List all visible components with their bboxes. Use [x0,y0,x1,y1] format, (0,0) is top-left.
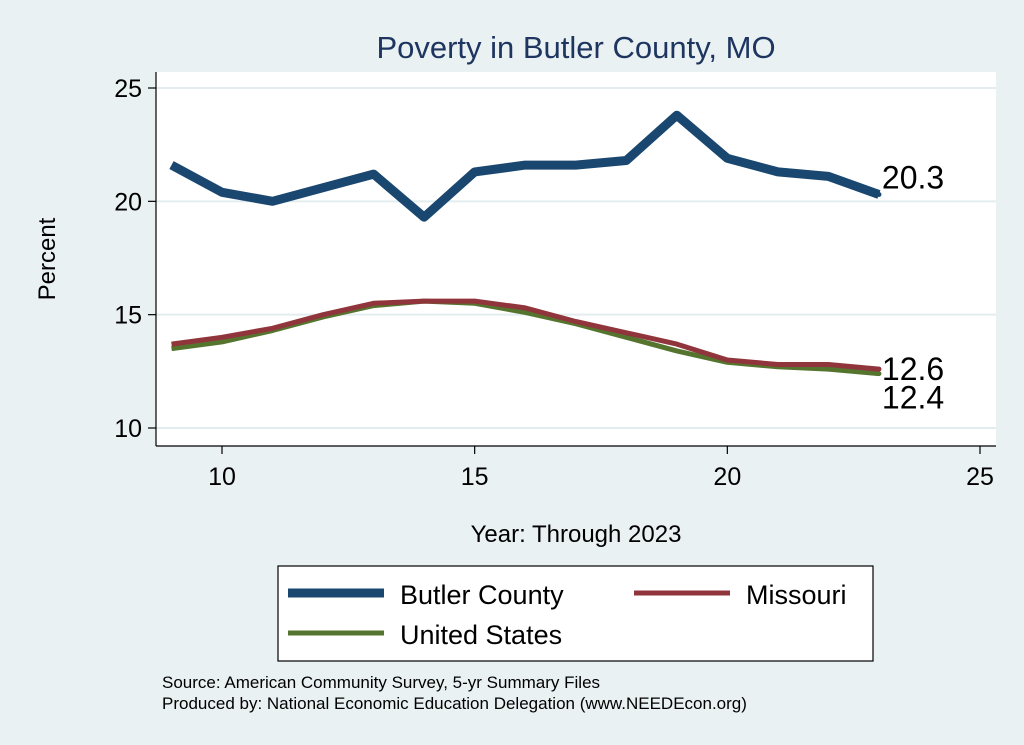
x-axis-label: Year: Through 2023 [471,521,682,548]
x-tick-label: 10 [208,463,236,491]
produced-by-note: Produced by: National Economic Education… [162,694,747,713]
end-label-missouri: 12.6 [882,351,944,387]
x-tick-label: 20 [713,463,741,491]
legend-box [277,565,874,662]
end-label-butler-county: 20.3 [882,160,944,196]
end-labels: 12.412.6 20.3 [882,160,944,416]
series-line-missouri [171,298,880,372]
series-line-butler-county [169,110,881,222]
legend-label-united-states: United States [400,620,562,650]
y-ticks: 10 15 20 25 [114,75,156,443]
series-end-point-butler-county [876,192,882,198]
x-tick-label: 15 [461,463,489,491]
y-tick-label: 10 [114,415,142,443]
y-tick-label: 25 [114,75,142,103]
y-tick-label: 20 [114,188,142,216]
y-axis-label: Percent [34,217,61,300]
gridlines [156,87,996,429]
series-lines [169,110,882,377]
chart-title: Poverty in Butler County, MO [376,30,775,65]
plot-area [156,72,996,446]
legend: Butler County Missouri United States [277,565,874,662]
series-end-point-missouri [876,366,882,372]
x-ticks: 10 15 20 25 [208,446,994,491]
legend-label-butler-county: Butler County [400,580,564,610]
x-tick-label: 25 [966,463,994,491]
legend-label-missouri: Missouri [746,580,847,610]
end-label-united-states: 12.4 [882,380,944,416]
source-note: Source: American Community Survey, 5-yr … [162,673,600,692]
series-end-point-united-states [876,371,882,377]
y-tick-label: 15 [114,302,142,330]
